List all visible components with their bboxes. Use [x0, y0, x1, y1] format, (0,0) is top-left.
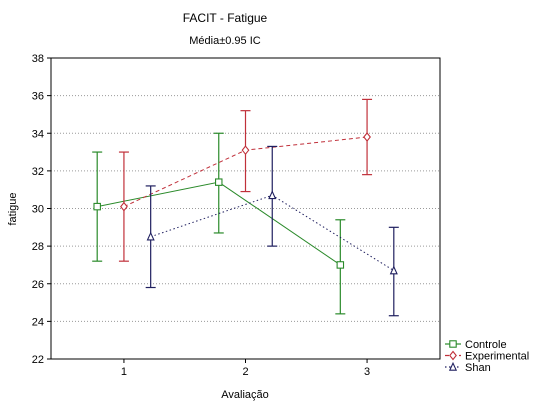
legend-label: Experimental	[465, 351, 529, 363]
y-tick-label: 36	[32, 91, 44, 103]
y-tick-label: 28	[32, 241, 44, 253]
y-tick-label: 26	[32, 279, 44, 291]
y-tick-label: 32	[32, 166, 44, 178]
x-tick-label: 3	[364, 366, 370, 378]
legend-marker	[449, 340, 457, 348]
data-point-controle	[215, 178, 223, 186]
legend-label: Controle	[465, 339, 507, 351]
y-axis-label: fatigue	[7, 192, 19, 225]
legend-marker	[449, 350, 457, 361]
data-point-shan	[146, 231, 155, 241]
data-point-shan	[389, 265, 398, 275]
y-tick-label: 30	[32, 204, 44, 216]
chart-title: FACIT - Fatigue	[183, 11, 268, 25]
plot-area: 22 24 26 28 30 32 34 36 38 1 2 3	[32, 53, 441, 378]
x-tick-label: 2	[242, 366, 248, 378]
legend-label: Shan	[465, 362, 491, 374]
y-tick-label: 24	[32, 316, 44, 328]
legend-marker	[448, 361, 458, 371]
data-point-experimental	[120, 201, 128, 212]
data-point-experimental	[363, 132, 371, 142]
chart-subtitle: Média±0.95 IC	[189, 35, 261, 47]
y-tick-label: 22	[32, 354, 44, 366]
data-point-controle	[93, 202, 101, 211]
y-tick-label: 38	[32, 53, 44, 65]
y-tick-label: 34	[32, 128, 44, 140]
data-point-experimental	[241, 145, 250, 156]
data-point-shan	[268, 190, 277, 200]
x-axis-label: Avaliação	[221, 389, 269, 401]
x-tick-label: 1	[121, 366, 127, 378]
data-point-controle	[336, 261, 345, 269]
